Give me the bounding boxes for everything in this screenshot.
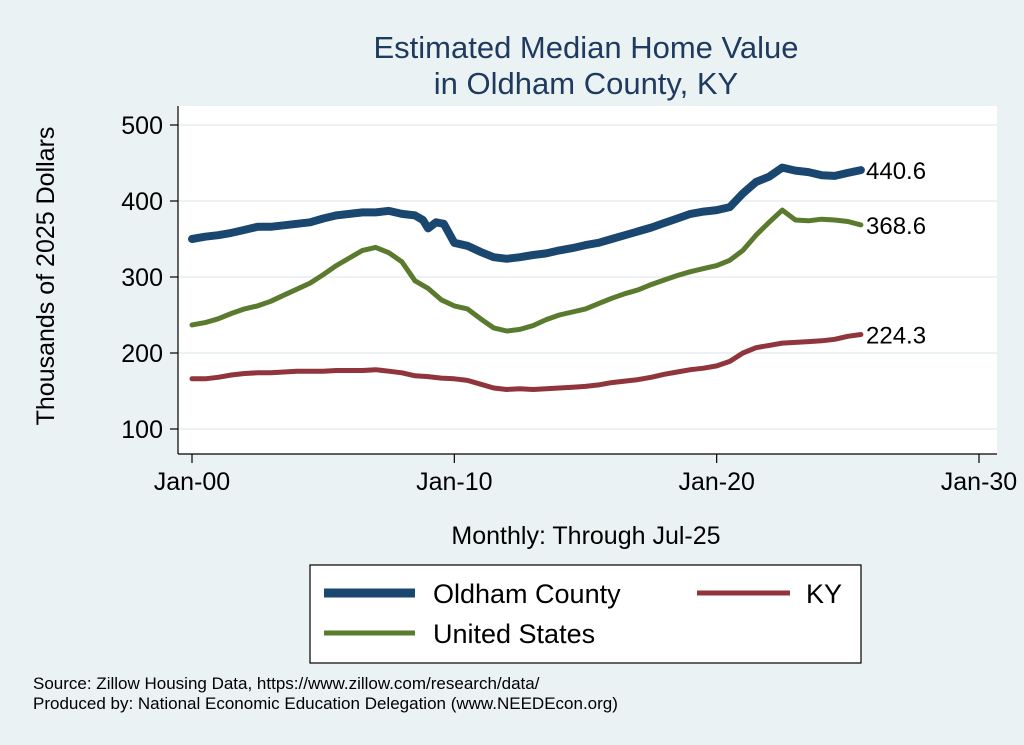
source-note: Source: Zillow Housing Data, https://www…: [33, 674, 540, 693]
x-tick-label: Jan-10: [416, 468, 492, 496]
legend-label-oldham: Oldham County: [433, 579, 621, 609]
y-axis-title: Thousands of 2025 Dollars: [32, 127, 60, 426]
end-labels: 368.6 224.3 440.6: [866, 158, 926, 349]
y-tick-label: 100: [121, 416, 163, 444]
legend-label-ky: KY: [806, 579, 842, 609]
end-label-ky: 224.3: [866, 323, 926, 350]
x-tick-label: Jan-20: [678, 468, 754, 496]
series-line-oldham-county: [188, 163, 865, 263]
legend-box: [309, 564, 862, 664]
y-tick-label: 500: [121, 112, 163, 140]
axes: 100 200 300 400 500 Jan-00 Jan-10 Jan-20 Jan-30: [121, 106, 1017, 496]
y-tick-label: 400: [121, 188, 163, 216]
series: [188, 163, 865, 392]
y-tick-label: 300: [121, 264, 163, 292]
legend-label-us: United States: [433, 619, 595, 649]
produced-by-note: Produced by: National Economic Education…: [33, 694, 618, 713]
series-line-ky: [189, 332, 864, 392]
end-label-united-states: 368.6: [866, 213, 926, 240]
x-tick-label: Jan-00: [154, 468, 230, 496]
series-line-united-states: [189, 207, 864, 334]
end-label-oldham-county: 440.6: [866, 158, 926, 185]
legend: Oldham County KY United States: [309, 564, 862, 664]
x-tick-label: Jan-30: [941, 468, 1017, 496]
grid: [178, 124, 997, 430]
y-tick-label: 200: [121, 340, 163, 368]
chart-title-line-2: in Oldham County, KY: [434, 66, 738, 101]
chart-title-line-1: Estimated Median Home Value: [373, 30, 798, 65]
x-axis-title: Monthly: Through Jul-25: [451, 522, 720, 550]
